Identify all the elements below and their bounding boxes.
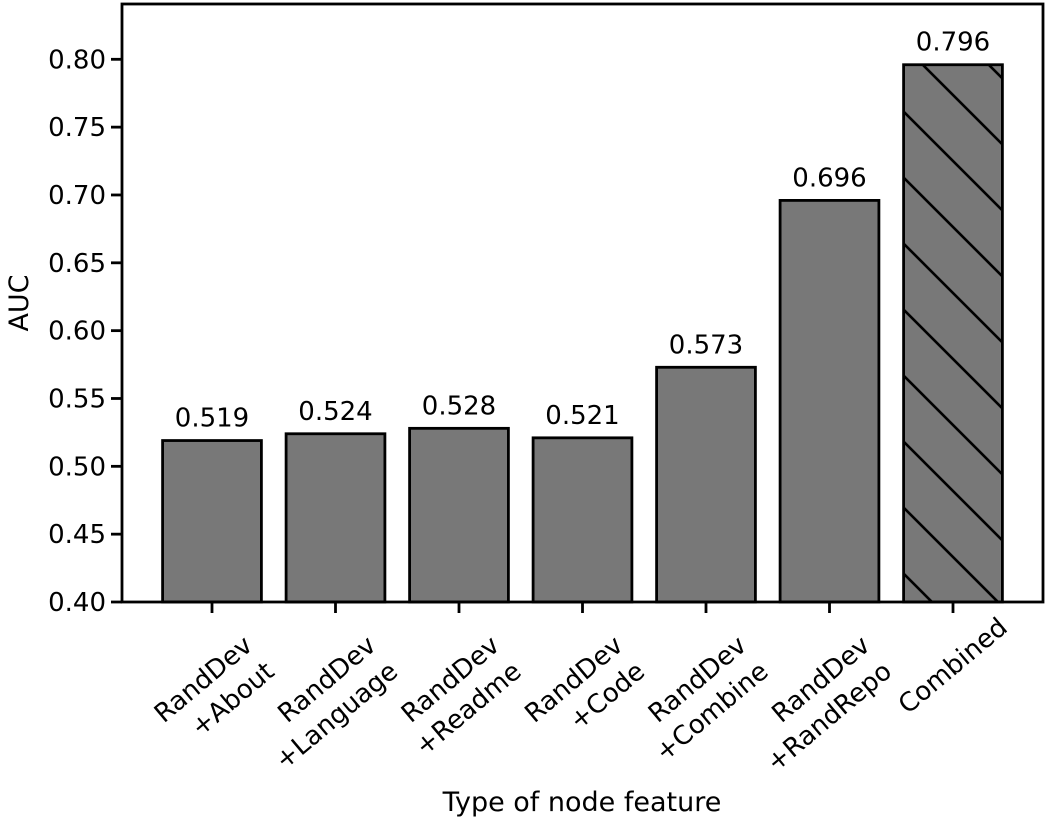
bar — [780, 200, 879, 603]
bar-value-label: 0.528 — [422, 391, 496, 421]
y-axis-label: AUC — [4, 274, 35, 331]
y-tick-label: 0.60 — [48, 317, 106, 347]
bars-group — [161, 63, 1004, 604]
y-tick-label: 0.45 — [48, 520, 106, 550]
y-tick-label: 0.75 — [48, 113, 106, 143]
x-tick-label: RandDev+Language — [248, 630, 404, 776]
x-ticks-group — [210, 602, 955, 613]
bar-value-label: 0.573 — [669, 330, 743, 360]
bar — [533, 437, 632, 602]
x-tick-label: RandDev+Code — [519, 630, 650, 755]
y-tick-label: 0.80 — [48, 45, 106, 75]
x-tick-label-line: Combined — [893, 612, 1013, 720]
bar-value-label: 0.521 — [545, 401, 619, 431]
bar — [162, 440, 262, 602]
y-ticks-group: 0.40 0.45 0.50 0.55 0.60 0.65 0.70 0.75 0.80 — [48, 45, 122, 618]
bar — [286, 433, 385, 602]
bar — [656, 367, 756, 602]
bar-value-label: 0.796 — [916, 28, 990, 58]
x-category-labels-group: RandDev+AboutRandDev+LanguageRandDev+Rea… — [149, 612, 1014, 778]
y-tick-label: 0.40 — [48, 588, 106, 618]
y-tick-label: 0.50 — [48, 452, 106, 482]
bar-value-label: 0.519 — [175, 404, 249, 434]
y-tick-label: 0.55 — [48, 384, 106, 414]
x-axis-label: Type of node feature — [442, 787, 722, 818]
value-labels-group: 0.519 0.524 0.528 0.521 0.573 0.696 0.796 — [175, 28, 990, 434]
bar — [409, 428, 509, 602]
bar-hatch — [903, 64, 1003, 603]
x-tick-label: RandDev+About — [149, 630, 280, 755]
x-tick-label: RandDev+RandRepo — [739, 630, 898, 778]
x-tick-label: RandDev+Combine — [628, 630, 774, 767]
bar-value-label: 0.696 — [792, 163, 866, 193]
bar-value-label: 0.524 — [298, 397, 372, 427]
y-tick-label: 0.65 — [48, 249, 106, 279]
x-tick-label: RandDev+Readme — [388, 630, 528, 762]
x-tick-label: Combined — [893, 612, 1013, 720]
y-tick-label: 0.70 — [48, 181, 106, 211]
